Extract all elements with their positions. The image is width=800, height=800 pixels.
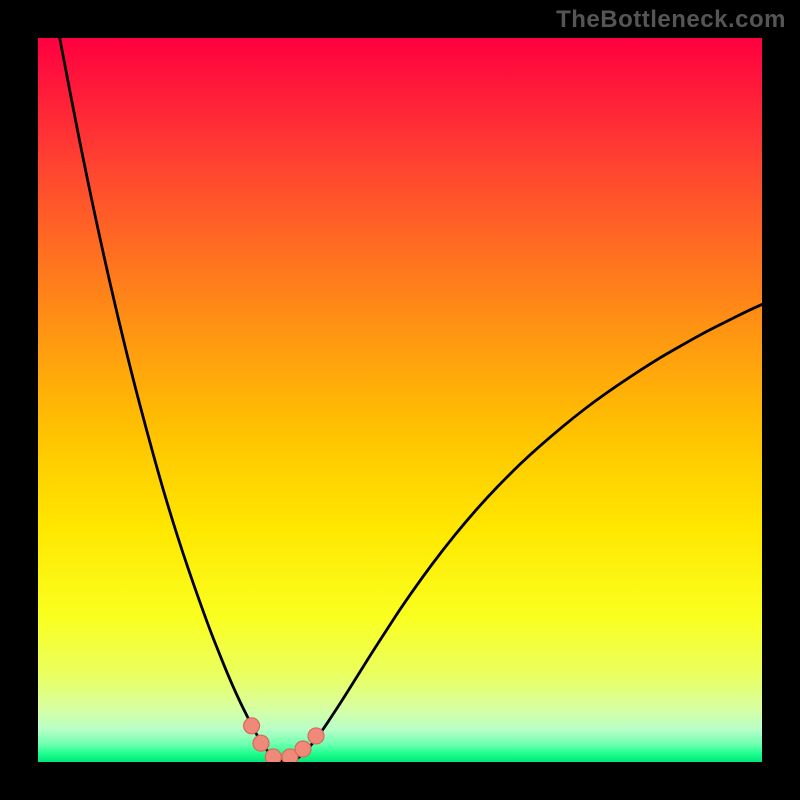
bottleneck-curve-chart: [38, 38, 762, 762]
figure-outer: TheBottleneck.com: [0, 0, 800, 800]
data-marker: [265, 749, 281, 762]
watermark-text: TheBottleneck.com: [556, 6, 786, 34]
data-marker: [308, 728, 324, 744]
plot-area: [38, 38, 762, 762]
data-marker: [253, 735, 269, 751]
data-marker: [295, 741, 311, 757]
gradient-background: [38, 38, 762, 762]
data-marker: [244, 718, 260, 734]
